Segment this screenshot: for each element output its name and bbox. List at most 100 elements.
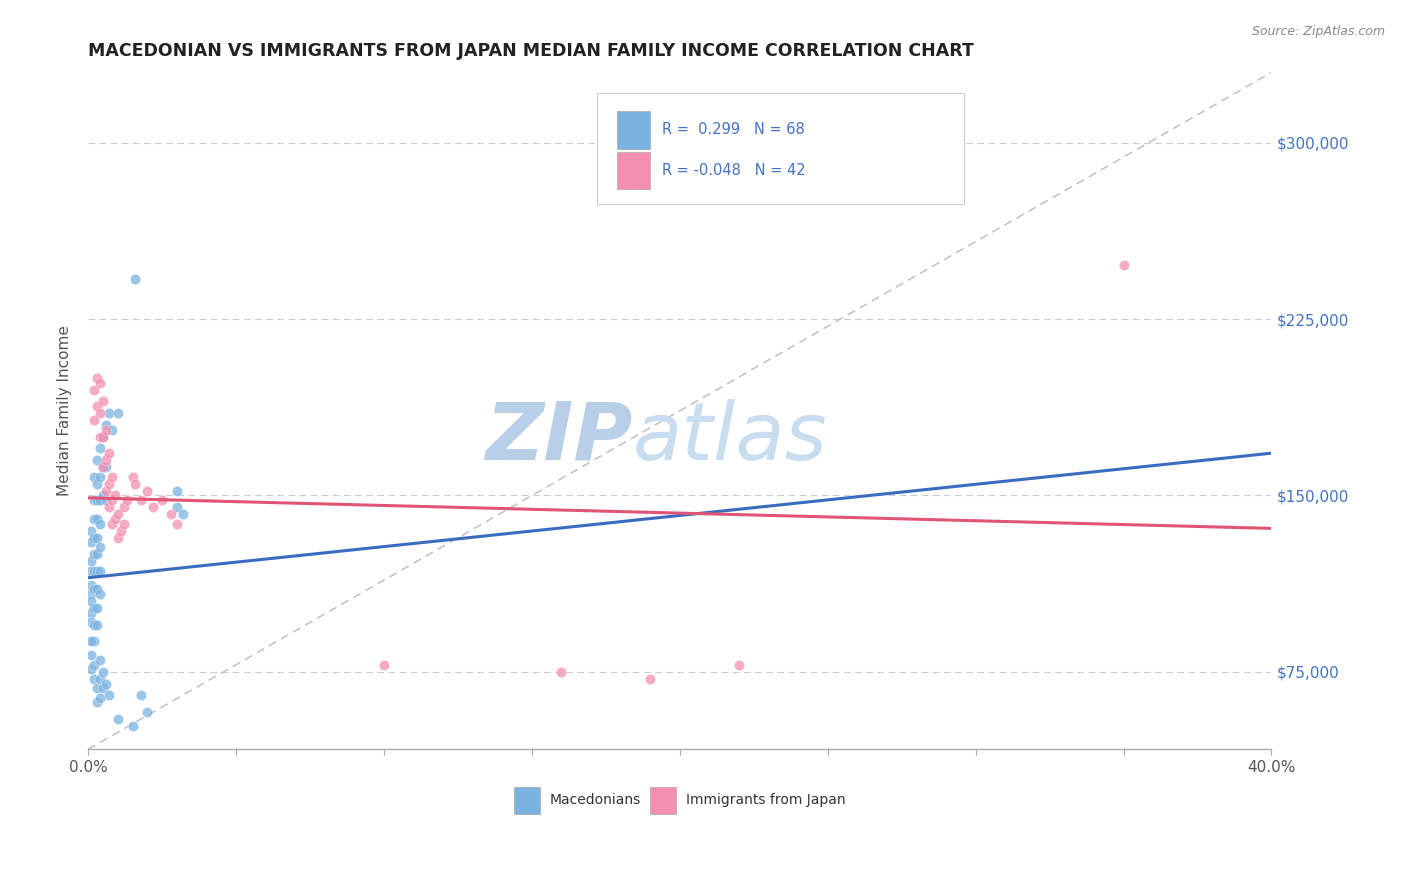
Point <box>89 430 111 444</box>
Point <box>83 617 105 632</box>
Point <box>91 665 114 679</box>
Point <box>86 399 108 413</box>
Point <box>86 476 108 491</box>
Point <box>89 653 111 667</box>
Point <box>86 371 108 385</box>
Text: Source: ZipAtlas.com: Source: ZipAtlas.com <box>1251 25 1385 38</box>
Point <box>107 508 129 522</box>
Bar <box>515 787 540 814</box>
Point <box>550 665 572 679</box>
Text: ZIP: ZIP <box>485 399 633 477</box>
Point <box>166 516 188 531</box>
Point <box>91 488 114 502</box>
Point <box>83 672 105 686</box>
Point <box>124 272 146 286</box>
Point <box>150 493 173 508</box>
Point <box>91 430 114 444</box>
Point <box>83 493 105 508</box>
Point <box>131 688 153 702</box>
Point <box>83 383 105 397</box>
Point <box>91 681 114 696</box>
Point <box>80 662 103 676</box>
Point <box>86 601 108 615</box>
Point <box>80 578 103 592</box>
Text: Macedonians: Macedonians <box>550 793 641 807</box>
Point <box>80 648 103 663</box>
Point <box>94 676 117 690</box>
Point <box>638 672 661 686</box>
Point <box>97 688 120 702</box>
Point <box>97 500 120 515</box>
Point <box>91 394 114 409</box>
Point <box>1112 258 1135 272</box>
Point <box>373 657 395 672</box>
Point <box>89 672 111 686</box>
Point <box>136 483 159 498</box>
Point <box>107 406 129 420</box>
Point <box>89 442 111 456</box>
Point <box>83 564 105 578</box>
Point <box>94 493 117 508</box>
Point <box>136 705 159 719</box>
Point <box>104 488 127 502</box>
Point <box>86 547 108 561</box>
Point <box>86 493 108 508</box>
Bar <box>617 152 650 189</box>
Point <box>80 606 103 620</box>
Point <box>104 512 127 526</box>
Point <box>83 531 105 545</box>
Point <box>83 582 105 597</box>
Point <box>124 476 146 491</box>
Text: Immigrants from Japan: Immigrants from Japan <box>686 793 845 807</box>
Text: R =  0.299   N = 68: R = 0.299 N = 68 <box>662 122 804 137</box>
Point <box>86 512 108 526</box>
Point <box>101 423 124 437</box>
Point <box>89 587 111 601</box>
Point <box>80 554 103 568</box>
Point <box>97 406 120 420</box>
Point <box>166 483 188 498</box>
Point <box>80 564 103 578</box>
Point <box>89 493 111 508</box>
Point <box>166 500 188 515</box>
Point <box>160 508 183 522</box>
Point <box>80 594 103 608</box>
Point <box>80 615 103 630</box>
Point <box>728 657 751 672</box>
Point <box>86 695 108 709</box>
Point <box>94 417 117 432</box>
Point <box>89 540 111 554</box>
Point <box>83 657 105 672</box>
Point <box>86 531 108 545</box>
Point <box>94 453 117 467</box>
Point <box>91 430 114 444</box>
Point <box>86 617 108 632</box>
Point <box>94 423 117 437</box>
Text: MACEDONIAN VS IMMIGRANTS FROM JAPAN MEDIAN FAMILY INCOME CORRELATION CHART: MACEDONIAN VS IMMIGRANTS FROM JAPAN MEDI… <box>89 42 974 60</box>
Point <box>80 524 103 538</box>
Point <box>83 512 105 526</box>
Point <box>80 535 103 549</box>
Point <box>97 446 120 460</box>
Bar <box>650 787 676 814</box>
Text: R = -0.048   N = 42: R = -0.048 N = 42 <box>662 163 806 178</box>
Point <box>89 406 111 420</box>
Text: atlas: atlas <box>633 399 827 477</box>
Point <box>101 493 124 508</box>
Point <box>80 587 103 601</box>
Point <box>91 460 114 475</box>
Point <box>91 460 114 475</box>
Point <box>101 469 124 483</box>
Point <box>94 460 117 475</box>
Bar <box>617 112 650 149</box>
Point <box>110 524 132 538</box>
Point <box>121 719 143 733</box>
Point <box>172 508 194 522</box>
Point <box>83 469 105 483</box>
Point <box>86 564 108 578</box>
Point <box>83 601 105 615</box>
Point <box>89 376 111 390</box>
Point <box>89 469 111 483</box>
Point <box>89 564 111 578</box>
Point <box>112 516 135 531</box>
